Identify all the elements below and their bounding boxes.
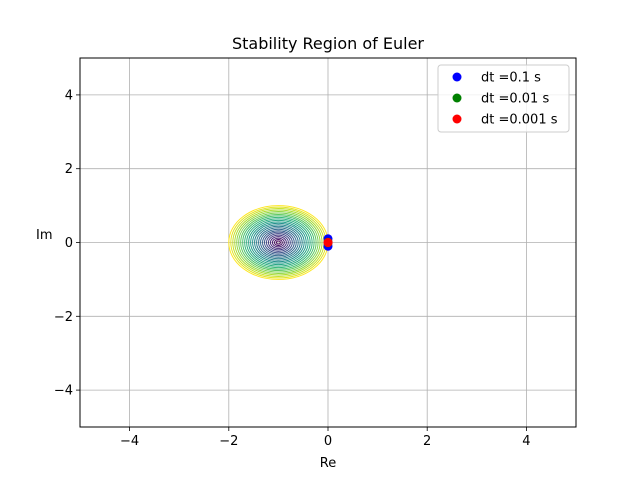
y-tick-label: 4 — [65, 88, 73, 103]
contour-ring — [250, 221, 307, 264]
contour-ring — [260, 228, 297, 257]
contour-plot — [228, 205, 329, 280]
y-tick-label: −2 — [54, 310, 73, 325]
x-axis-ticks: −4 −2 0 2 4 — [120, 427, 531, 449]
contour-ring — [236, 211, 321, 274]
contour-ring — [258, 227, 299, 258]
legend-label: dt =0.1 s — [481, 71, 541, 86]
contour-ring — [234, 209, 323, 276]
x-tick-label: −2 — [219, 434, 238, 449]
legend-label: dt =0.01 s — [481, 92, 549, 107]
contour-ring — [267, 234, 289, 251]
contour-ring — [264, 231, 293, 254]
y-tick-label: 2 — [65, 162, 73, 177]
contour-ring — [242, 215, 315, 270]
y-axis-label: Im — [36, 228, 53, 243]
legend-marker — [452, 93, 462, 103]
contour-ring — [256, 225, 301, 260]
legend-box — [437, 64, 570, 133]
contour-ring — [273, 239, 283, 246]
y-tick-label: 0 — [65, 236, 73, 251]
x-tick-label: 4 — [522, 434, 530, 449]
contour-ring — [246, 218, 311, 267]
legend: dt =0.1 s dt =0.01 s dt =0.001 s — [437, 64, 570, 133]
contour-ring — [262, 230, 295, 255]
data-points — [323, 234, 333, 251]
contour-ring — [252, 222, 305, 263]
contour-ring — [240, 213, 317, 272]
contour-ring — [265, 233, 291, 252]
x-tick-label: −4 — [120, 434, 139, 449]
chart-title: Stability Region of Euler — [232, 34, 424, 53]
legend-label: dt =0.001 s — [481, 113, 558, 128]
contour-ring — [244, 216, 313, 269]
contour-ring — [238, 212, 319, 273]
contour-ring — [275, 240, 281, 245]
data-point — [323, 238, 333, 248]
x-tick-label: 0 — [324, 434, 332, 449]
contour-ring — [269, 236, 287, 249]
contour-ring — [271, 237, 285, 248]
x-axis-label: Re — [320, 456, 336, 471]
legend-marker — [452, 114, 462, 124]
x-tick-label: 2 — [423, 434, 431, 449]
legend-marker — [452, 72, 462, 82]
y-axis-ticks: −4 −2 0 2 4 — [54, 88, 80, 399]
contour-ring — [254, 224, 303, 261]
contour-ring — [248, 219, 309, 266]
y-tick-label: −4 — [54, 384, 73, 399]
